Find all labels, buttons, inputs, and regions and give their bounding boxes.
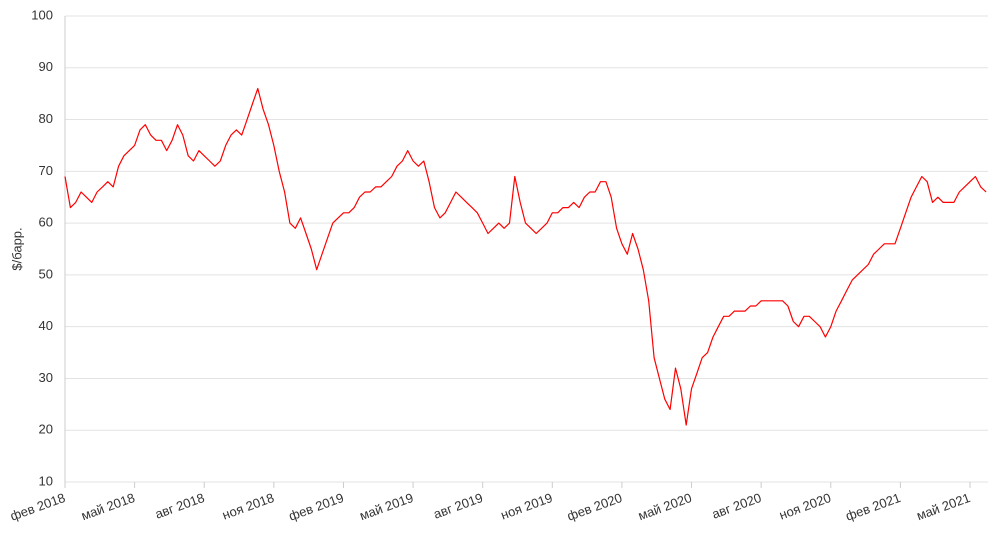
x-tick-label: фев 2018 — [8, 490, 67, 524]
y-tick-label: 90 — [39, 59, 53, 74]
x-tick-label: ноя 2020 — [777, 490, 833, 523]
x-tick-label: ноя 2019 — [499, 490, 555, 523]
y-tick-label: 100 — [31, 7, 53, 22]
y-tick-label: 20 — [39, 422, 53, 437]
x-tick-label: фев 2020 — [565, 490, 624, 524]
x-tick-label: авг 2019 — [431, 490, 484, 522]
y-tick-label: 10 — [39, 473, 53, 488]
x-tick-label: фев 2019 — [287, 490, 346, 524]
x-tick-label: ноя 2018 — [220, 490, 276, 523]
y-tick-label: 40 — [39, 318, 53, 333]
y-tick-label: 50 — [39, 266, 53, 281]
y-tick-label: 30 — [39, 370, 53, 385]
x-tick-label: май 2020 — [636, 490, 694, 523]
y-axis-label: $/барр. — [9, 227, 24, 270]
y-tick-label: 60 — [39, 215, 53, 230]
x-tick-label: фев 2021 — [844, 490, 903, 524]
x-tick-label: авг 2018 — [153, 490, 206, 522]
y-tick-label: 70 — [39, 163, 53, 178]
x-tick-label: май 2019 — [358, 490, 416, 523]
x-tick-label: май 2018 — [79, 490, 137, 523]
x-tick-label: авг 2020 — [710, 490, 763, 522]
price-line — [64, 87, 987, 426]
x-tick-label: май 2021 — [914, 490, 972, 523]
y-tick-label: 80 — [39, 111, 53, 126]
